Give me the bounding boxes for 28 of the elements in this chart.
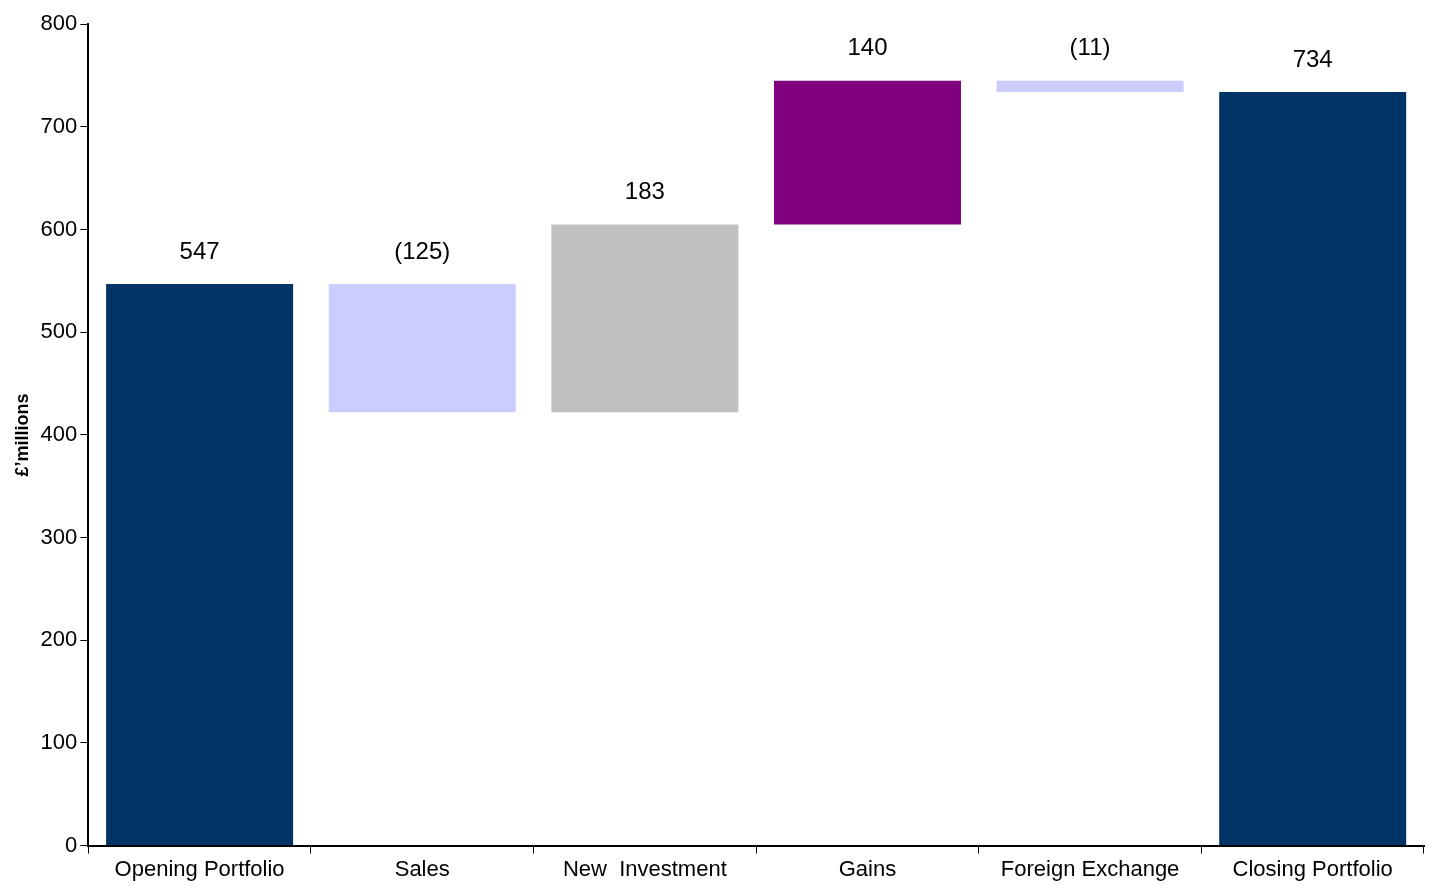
data-label: 734 <box>1292 44 1333 72</box>
bar <box>106 283 294 846</box>
x-tick-label: Opening Portfolio <box>114 855 285 881</box>
y-tick-label: 700 <box>40 112 78 138</box>
bar <box>1219 91 1407 846</box>
y-tick-label: 800 <box>40 10 78 36</box>
y-tick-label: 200 <box>40 626 78 652</box>
data-label: 183 <box>624 177 665 205</box>
x-tick-label: Gains <box>838 855 897 881</box>
y-tick-label: 500 <box>40 318 78 344</box>
y-tick-label: 300 <box>40 523 78 549</box>
bar <box>328 283 516 413</box>
y-tick-label: 400 <box>40 420 78 446</box>
bar <box>996 80 1184 92</box>
y-axis-title: £’millions <box>11 393 32 477</box>
x-tick-label: Sales <box>394 855 450 881</box>
x-tick-label: Foreign Exchange <box>1000 855 1180 881</box>
x-tick-label: New Investment <box>562 855 727 881</box>
bar <box>551 224 739 413</box>
y-tick-label: 100 <box>40 728 78 754</box>
y-tick-label: 0 <box>65 831 78 857</box>
y-tick-label: 600 <box>40 215 78 241</box>
x-tick-label: Closing Portfolio <box>1232 855 1393 881</box>
data-label: (11) <box>1069 33 1111 61</box>
bar <box>773 80 961 225</box>
data-label: 140 <box>847 33 888 61</box>
data-label: (125) <box>394 236 451 264</box>
data-label: 547 <box>179 236 220 264</box>
